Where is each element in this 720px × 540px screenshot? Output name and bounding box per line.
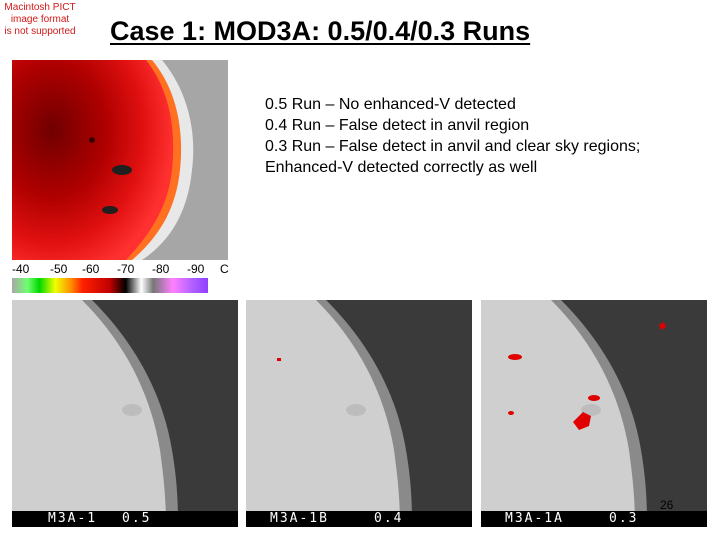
colorbar-labels: -40 -50 -60 -70 -80 -90 C: [12, 262, 232, 276]
slide-title: Case 1: MOD3A: 0.5/0.4/0.3 Runs: [110, 16, 531, 46]
colorbar-label: -70: [117, 262, 135, 276]
panel-threshold: 0.4: [374, 511, 404, 526]
panel-threshold: 0.5: [122, 511, 152, 526]
temperature-colorbar: [12, 278, 208, 293]
false-detection: [659, 322, 666, 330]
panel-threshold: 0.3: [609, 511, 639, 526]
false-detection: [277, 358, 281, 361]
pict-notice-line2: image format: [10, 14, 70, 25]
colorbar-label: -90: [187, 262, 205, 276]
false-detection: [588, 395, 600, 401]
run-notes: 0.5 Run – No enhanced-V detected 0.4 Run…: [265, 94, 685, 178]
panel-label: M3A-1B 0.4: [246, 511, 472, 527]
pict-unsupported-notice: Macintosh PICT image format is not suppo…: [0, 0, 80, 54]
note-run-04: 0.4 Run – False detect in anvil region: [265, 117, 530, 134]
panel-id: M3A-1B: [270, 511, 329, 526]
enhanced-ir-image: [12, 60, 228, 260]
enhanced-v-detection: [573, 412, 591, 430]
note-run-05: 0.5 Run – No enhanced-V detected: [265, 96, 516, 113]
satellite-panel-04: M3A-1B 0.4: [246, 300, 472, 527]
note-run-03: 0.3 Run – False detect in anvil and clea…: [265, 138, 641, 176]
colorbar-label: -80: [152, 262, 170, 276]
panel-label: M3A-1 0.5: [12, 511, 238, 527]
false-detection: [508, 411, 514, 415]
pict-notice-line3: is not supported: [4, 26, 76, 37]
panel-id: M3A-1: [48, 511, 98, 526]
colorbar-label: -50: [50, 262, 68, 276]
pict-notice-line1: Macintosh PICT: [4, 2, 76, 13]
false-detection: [508, 354, 522, 360]
page-number: 26: [660, 498, 674, 512]
panel-label: M3A-1A 0.3: [481, 511, 707, 527]
colorbar-label: C: [220, 262, 229, 276]
satellite-panel-03: M3A-1A 0.3: [481, 300, 707, 527]
colorbar-label: -40: [12, 262, 30, 276]
colorbar-label: -60: [82, 262, 100, 276]
satellite-panel-05: M3A-1 0.5: [12, 300, 238, 527]
panel-id: M3A-1A: [505, 511, 564, 526]
